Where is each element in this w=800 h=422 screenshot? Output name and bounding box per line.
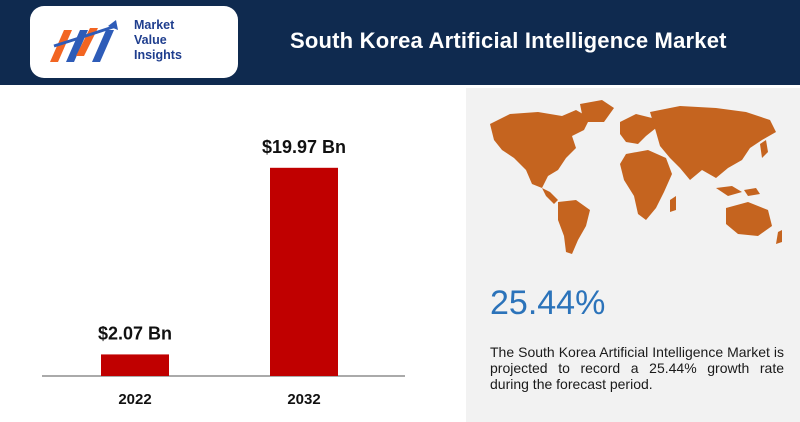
header-bar: Market Value Insights South Korea Artifi… bbox=[0, 0, 800, 85]
data-label-2022: $2.07 Bn bbox=[98, 323, 172, 343]
bar-2032 bbox=[270, 167, 338, 376]
cagr-description: The South Korea Artificial Intelligence … bbox=[490, 344, 784, 392]
x-tick-label-2022: 2022 bbox=[118, 391, 151, 408]
logo-text-market: Market bbox=[134, 18, 175, 32]
logo: Market Value Insights bbox=[30, 6, 238, 78]
logo-text-value: Value bbox=[134, 33, 167, 47]
world-map-icon bbox=[490, 100, 782, 254]
x-tick-label-2032: 2032 bbox=[287, 391, 320, 408]
bar-chart-panel: $2.07 Bn 2022 $19.97 Bn 2032 bbox=[0, 88, 466, 422]
stat-panel: 25.44% The South Korea Artificial Intell… bbox=[466, 88, 800, 422]
data-label-2032: $19.97 Bn bbox=[262, 137, 346, 157]
logo-text: Market Value Insights bbox=[134, 18, 182, 63]
bar-2022 bbox=[101, 354, 169, 376]
bar-chart: $2.07 Bn 2022 $19.97 Bn 2032 bbox=[42, 137, 405, 408]
page-title: South Korea Artificial Intelligence Mark… bbox=[290, 28, 727, 53]
logo-text-insights: Insights bbox=[134, 48, 182, 62]
cagr-value: 25.44% bbox=[490, 284, 606, 322]
logo-mark-icon bbox=[50, 20, 118, 62]
